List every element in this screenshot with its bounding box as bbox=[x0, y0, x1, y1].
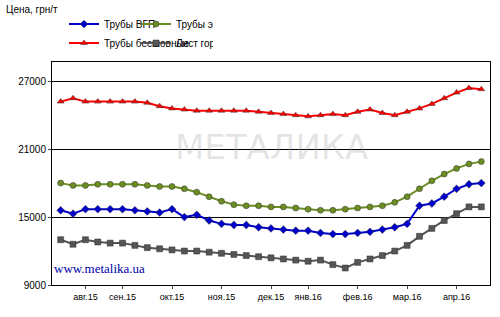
svg-text:21000: 21000 bbox=[18, 144, 46, 155]
svg-text:Трубы ВГП: Трубы ВГП bbox=[104, 18, 156, 30]
svg-text:авг.15: авг.15 bbox=[73, 292, 97, 302]
svg-text:www.metalika.ua: www.metalika.ua bbox=[54, 261, 145, 276]
svg-text:15000: 15000 bbox=[18, 212, 46, 223]
svg-text:мар.16: мар.16 bbox=[393, 292, 422, 302]
svg-text:апр.16: апр.16 bbox=[443, 292, 470, 302]
svg-text:27000: 27000 bbox=[18, 76, 46, 87]
svg-text:фев.16: фев.16 bbox=[343, 292, 373, 302]
svg-text:окт.15: окт.15 bbox=[160, 292, 185, 302]
svg-text:сен.15: сен.15 bbox=[109, 292, 136, 302]
svg-text:9000: 9000 bbox=[24, 280, 47, 291]
svg-text:Лист горячекатаный: Лист горячекатаный bbox=[176, 38, 213, 49]
svg-text:Трубы электросварные: Трубы электросварные bbox=[176, 19, 213, 30]
svg-text:МЕТАЛИКА: МЕТАЛИКА bbox=[175, 127, 368, 167]
svg-text:дек.15: дек.15 bbox=[258, 292, 285, 302]
svg-text:ноя.15: ноя.15 bbox=[208, 292, 235, 302]
svg-text:Трубы бесшовные: Трубы бесшовные bbox=[104, 37, 190, 49]
svg-text:янв.16: янв.16 bbox=[295, 292, 322, 302]
svg-text:Цена, грн/т: Цена, грн/т bbox=[6, 4, 58, 15]
